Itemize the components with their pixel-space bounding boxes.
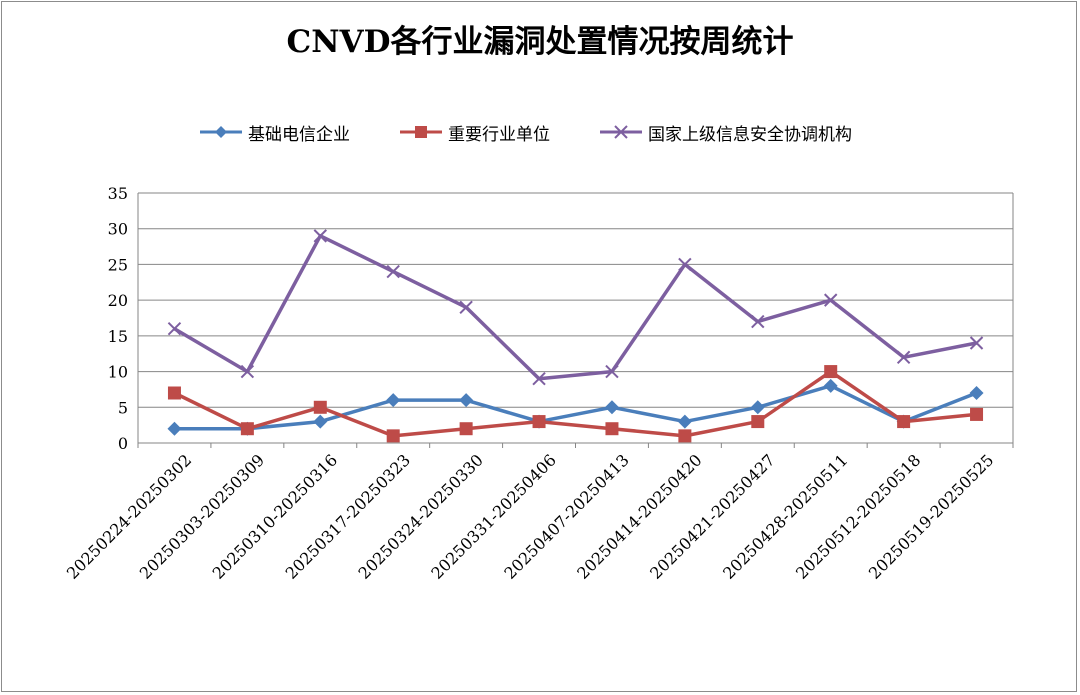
data-point-series-0 bbox=[167, 421, 182, 436]
x-tick-label: 20250303-20250309 bbox=[136, 450, 268, 582]
y-tick-label: 30 bbox=[108, 220, 128, 239]
data-point-series-2 bbox=[386, 264, 400, 279]
x-tick-label: 20250407-20250413 bbox=[500, 450, 632, 582]
data-point-series-1 bbox=[167, 386, 181, 400]
y-tick-label: 15 bbox=[108, 327, 128, 346]
data-point-series-2 bbox=[824, 293, 838, 307]
x-tick-label: 20250421-20250427 bbox=[646, 450, 778, 582]
y-tick-label: 5 bbox=[118, 398, 128, 417]
data-point-series-1 bbox=[605, 422, 619, 436]
legend-label-series-2: 国家上级信息安全协调机构 bbox=[648, 124, 852, 145]
data-point-series-2 bbox=[751, 314, 765, 329]
data-point-series-0 bbox=[750, 400, 765, 415]
x-tick-label: 20250512-20250518 bbox=[792, 450, 924, 582]
data-point-series-1 bbox=[240, 422, 254, 436]
data-point-series-2 bbox=[313, 229, 327, 243]
data-point-series-1 bbox=[751, 415, 765, 429]
data-point-series-0 bbox=[969, 386, 984, 400]
y-tick-label: 35 bbox=[108, 184, 128, 203]
chart-title: CNVD各行业漏洞处置情况按周统计 bbox=[286, 24, 794, 60]
x-tick-label: 20250310-20250316 bbox=[209, 450, 341, 582]
x-tick-label: 20250324-20250330 bbox=[355, 450, 487, 582]
legend-item-series-1: 重要行业单位 bbox=[400, 118, 550, 146]
series-line-1 bbox=[173, 369, 977, 438]
x-tick-label: 20250317-20250323 bbox=[282, 450, 414, 582]
x-tick-label: 20250428-20250511 bbox=[719, 450, 851, 582]
y-tick-label: 25 bbox=[108, 255, 128, 274]
data-point-series-1 bbox=[386, 429, 400, 443]
data-point-series-2 bbox=[678, 257, 692, 272]
data-point-series-1 bbox=[313, 400, 327, 414]
data-point-series-2 bbox=[605, 364, 619, 379]
data-point-series-0 bbox=[677, 414, 692, 429]
data-point-series-2 bbox=[896, 350, 911, 364]
x-tick-label: 20250519-20250525 bbox=[865, 450, 997, 582]
data-point-series-1 bbox=[532, 415, 546, 429]
x-tick-label: 20250224-20250302 bbox=[63, 450, 195, 582]
data-point-series-2 bbox=[969, 336, 984, 350]
y-tick-label: 20 bbox=[108, 291, 128, 310]
data-point-series-2 bbox=[240, 364, 255, 379]
data-point-series-1 bbox=[897, 415, 911, 429]
data-point-series-2 bbox=[167, 322, 182, 336]
data-point-series-0 bbox=[386, 393, 401, 408]
x-tick-label: 20250414-20250420 bbox=[573, 450, 705, 582]
y-tick-label: 0 bbox=[118, 434, 128, 453]
legend-label-series-0: 基础电信企业 bbox=[248, 124, 350, 145]
data-point-series-0 bbox=[313, 414, 328, 429]
x-tick-label: 20250331-20250406 bbox=[427, 450, 559, 582]
legend-marker-square-icon bbox=[400, 126, 442, 138]
data-point-series-0 bbox=[459, 393, 474, 408]
data-point-series-1 bbox=[970, 407, 984, 421]
y-tick-label: 10 bbox=[108, 363, 128, 382]
legend-label-series-1: 重要行业单位 bbox=[448, 124, 550, 145]
series-line-0 bbox=[174, 384, 978, 431]
data-point-series-2 bbox=[459, 300, 473, 314]
data-point-series-1 bbox=[459, 422, 473, 436]
data-point-series-2 bbox=[532, 372, 546, 386]
legend-item-series-0: 基础电信企业 bbox=[200, 118, 350, 146]
legend-marker-x-icon bbox=[600, 125, 642, 139]
data-point-series-1 bbox=[678, 429, 692, 443]
legend-marker-diamond-icon bbox=[200, 126, 242, 138]
series-line-2 bbox=[173, 234, 977, 381]
legend-item-series-2: 国家上级信息安全协调机构 bbox=[600, 118, 852, 146]
data-point-series-0 bbox=[604, 400, 619, 415]
chart-legend: 基础电信企业 重要行业单位 国家上级信息安全协调机构 bbox=[0, 118, 1080, 146]
data-point-series-0 bbox=[823, 378, 838, 393]
data-point-series-1 bbox=[824, 365, 838, 379]
